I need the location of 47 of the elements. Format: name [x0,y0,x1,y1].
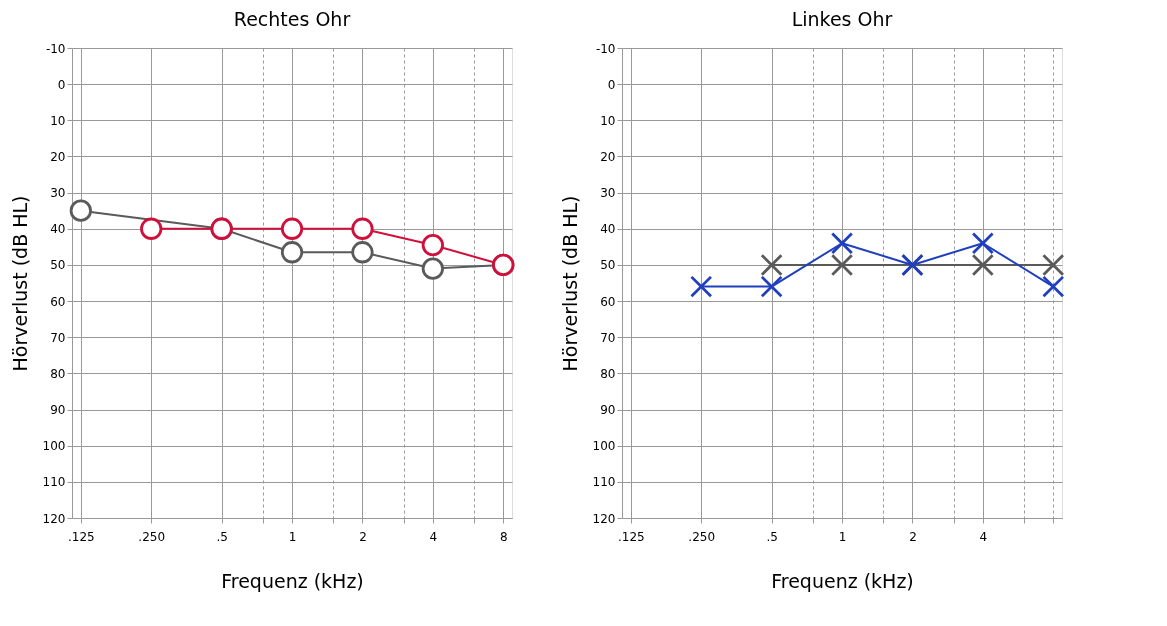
y-tick-label: -10 [595,41,616,56]
y-tick-label: 40 [600,222,616,237]
y-tick-label: 20 [50,149,66,164]
y-tick-label: 120 [42,511,66,526]
y-axis-title: Hörverlust (dB HL) [8,195,31,372]
y-tick-label: 70 [50,330,66,345]
y-tick-label: 100 [592,439,616,454]
chart-title: Rechtes Ohr [233,8,351,30]
y-tick-label: 40 [50,222,66,237]
x-axis-title: Frequenz (kHz) [221,569,364,592]
x-axis-title: Frequenz (kHz) [771,569,914,592]
x-tick-label: 4 [979,529,988,544]
x-tick-label: .250 [138,529,166,544]
y-tick-label: 90 [600,403,616,418]
y-tick-label: 30 [600,186,616,201]
x-tick-label: 1 [288,529,297,544]
y-tick-label: 80 [600,366,616,381]
y-tick-label: 0 [57,77,66,92]
y-tick-label: 10 [600,113,616,128]
x-tick-label: .125 [67,529,95,544]
y-tick-label: 90 [50,403,66,418]
y-tick-label: 70 [600,330,616,345]
x-tick-label: 4 [429,529,438,544]
x-tick-label: 2 [359,529,367,544]
y-tick-label: 80 [50,366,66,381]
y-tick-label: 50 [600,258,616,273]
y-tick-label: 0 [607,77,616,92]
x-tick-label: .250 [688,529,716,544]
chart-title: Linkes Ohr [791,8,893,30]
x-tick-label: 2 [909,529,917,544]
y-tick-label: 60 [600,294,616,309]
y-tick-label: 110 [592,475,616,490]
y-tick-label: 30 [50,186,66,201]
x-tick-label: .5 [216,529,228,544]
y-tick-label: 20 [600,149,616,164]
y-tick-label: 110 [42,475,66,490]
x-tick-label: .5 [766,529,778,544]
x-tick-label: 1 [838,529,847,544]
x-tick-label: .125 [617,529,645,544]
y-tick-label: 10 [50,113,66,128]
y-tick-label: -10 [45,41,66,56]
x-tick-label: 8 [499,529,508,544]
y-tick-label: 120 [592,511,616,526]
y-tick-label: 60 [50,294,66,309]
y-axis-title: Hörverlust (dB HL) [558,195,581,372]
y-tick-label: 50 [50,258,66,273]
y-tick-label: 100 [42,439,66,454]
